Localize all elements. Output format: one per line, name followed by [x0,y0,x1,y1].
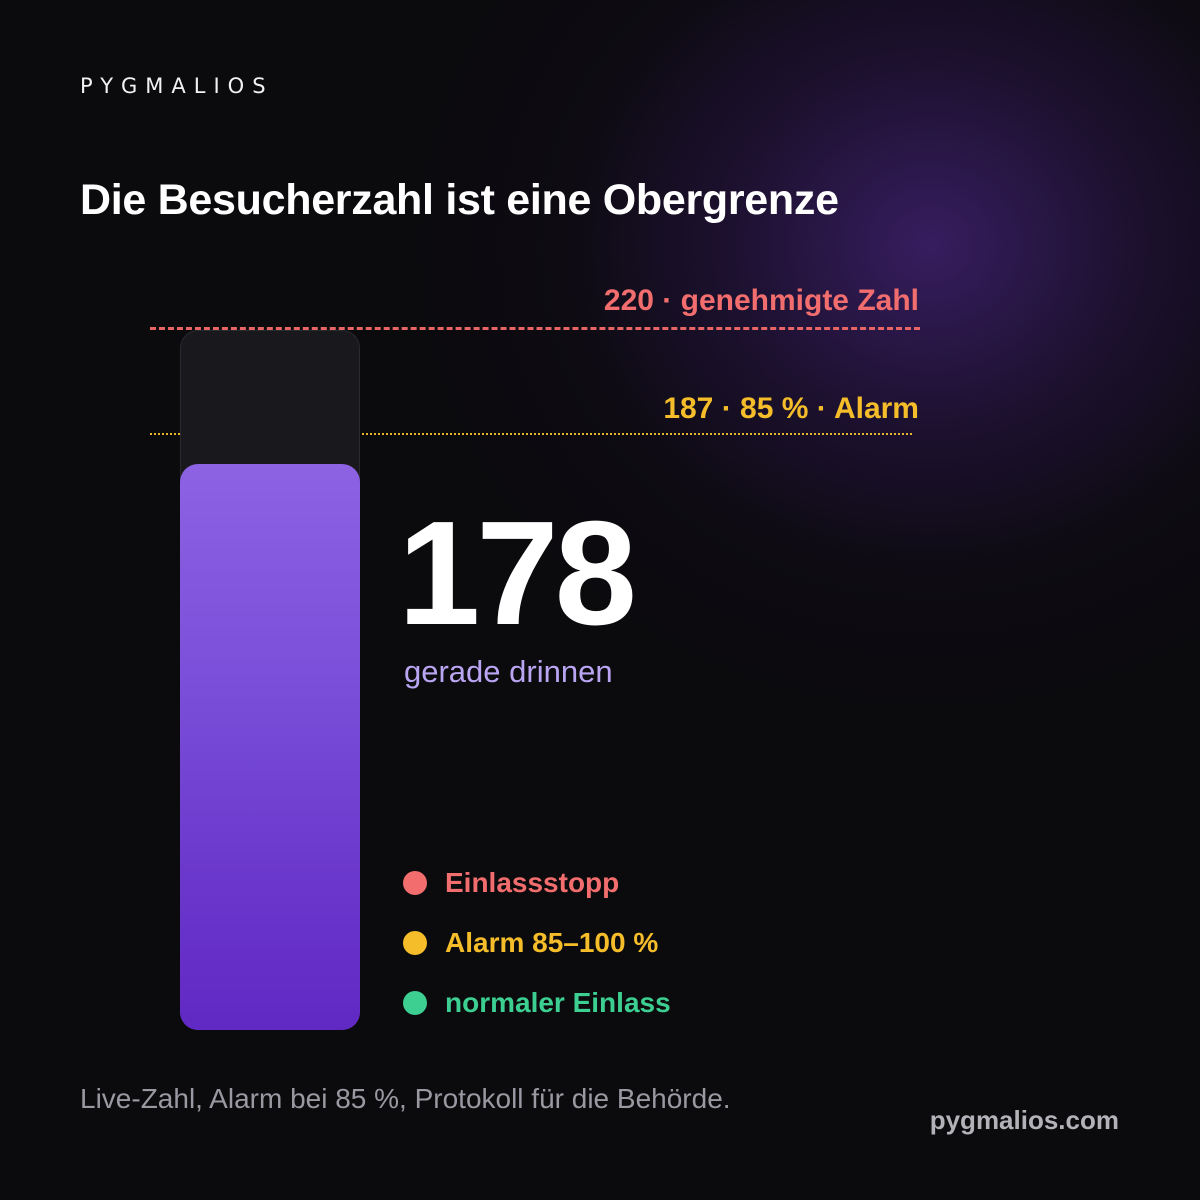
website-link[interactable]: pygmalios.com [929,1105,1119,1135]
legend-item-alarm: Alarm 85–100 % [403,913,671,973]
legend-item-normal: normaler Einlass [403,973,671,1033]
alarm-line [150,433,912,435]
legend-label-stop: Einlassstopp [445,867,620,898]
page-title: Die Besucherzahl ist eine Obergrenze [80,176,839,224]
legend-dot-stop [403,871,427,895]
alarm-label: 187 · 85 % · Alarm [663,392,919,425]
legend-dot-normal [403,991,427,1015]
current-count: 178 [398,491,637,656]
capacity-bar-fill [180,464,360,1030]
footnote: Live-Zahl, Alarm bei 85 %, Protokoll für… [80,1083,731,1114]
current-count-caption: gerade drinnen [404,654,613,689]
brand-logo: PYGMALIOS [80,74,274,98]
legend: Einlassstopp Alarm 85–100 % normaler Ein… [403,853,671,1033]
legend-item-stop: Einlassstopp [403,853,671,913]
limit-line [150,327,920,330]
legend-label-alarm: Alarm 85–100 % [445,927,659,958]
legend-dot-alarm [403,931,427,955]
limit-label: 220 · genehmigte Zahl [603,284,919,317]
legend-label-normal: normaler Einlass [445,987,671,1018]
